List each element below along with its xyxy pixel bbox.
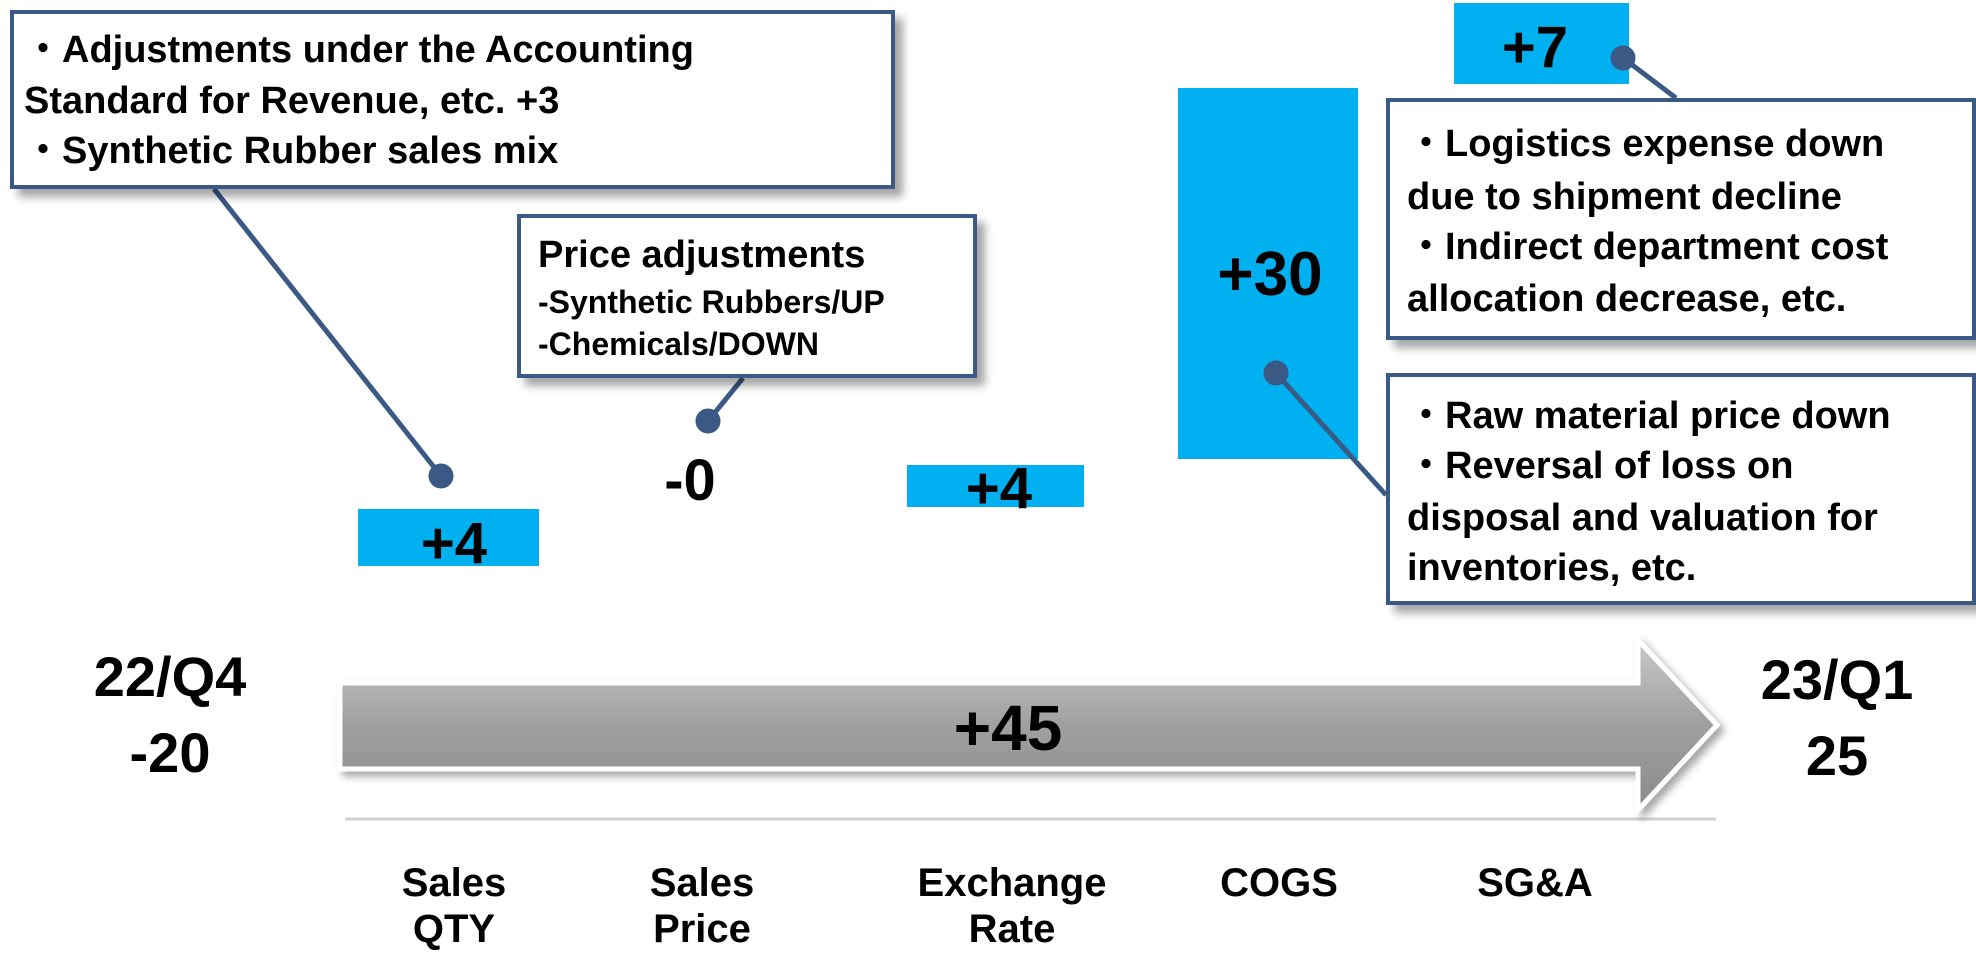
bar — [358, 509, 539, 566]
start-label: 22/Q4 — [93, 645, 247, 708]
category-label: SG&A — [1477, 861, 1593, 905]
value-label: +30 — [1217, 240, 1323, 309]
callout-box — [1386, 98, 1976, 340]
callout-text: allocation decrease, etc. — [1407, 278, 1847, 320]
callout-text: Price adjustments — [538, 234, 866, 276]
callout-text: ・Logistics expense down — [1407, 123, 1885, 165]
callout-text: Standard for Revenue, etc. +3 — [24, 80, 560, 122]
bar — [1178, 88, 1358, 459]
category-label: Sales Price — [649, 861, 755, 951]
bar — [907, 465, 1084, 507]
callout-box — [1386, 373, 1976, 605]
callout-text: inventories, etc. — [1407, 547, 1697, 589]
callout-text: ・Adjustments under the Accounting — [24, 29, 694, 71]
category-label: Sales QTY — [401, 861, 507, 951]
start-value: -20 — [129, 721, 211, 784]
value-label: +4 — [965, 456, 1033, 521]
callout-text: ・Reversal of loss on — [1407, 445, 1794, 487]
value-label: +4 — [420, 511, 488, 576]
callout-text: ・Raw material price down — [1407, 395, 1891, 437]
total-arrow — [337, 633, 1721, 817]
value-label: -0 — [664, 448, 716, 513]
callout-box — [10, 10, 895, 189]
category-label: COGS — [1220, 861, 1338, 905]
callout-text: ・Indirect department cost — [1407, 226, 1889, 268]
value-label: +7 — [1501, 15, 1569, 80]
category-label: Exchange Rate — [917, 861, 1107, 951]
total-label: +45 — [953, 692, 1063, 764]
callout-box — [517, 214, 977, 378]
callout-text: -Chemicals/DOWN — [538, 326, 819, 362]
callout-text: disposal and valuation for — [1407, 497, 1878, 539]
callout-text: due to shipment decline — [1407, 176, 1842, 218]
bar — [1454, 3, 1629, 84]
callout-text: ・Synthetic Rubber sales mix — [24, 130, 559, 172]
end-value: 25 — [1805, 724, 1869, 787]
callout-text: -Synthetic Rubbers/UP — [538, 284, 885, 320]
end-label: 23/Q1 — [1760, 648, 1914, 711]
connectors — [212, 45, 1678, 497]
